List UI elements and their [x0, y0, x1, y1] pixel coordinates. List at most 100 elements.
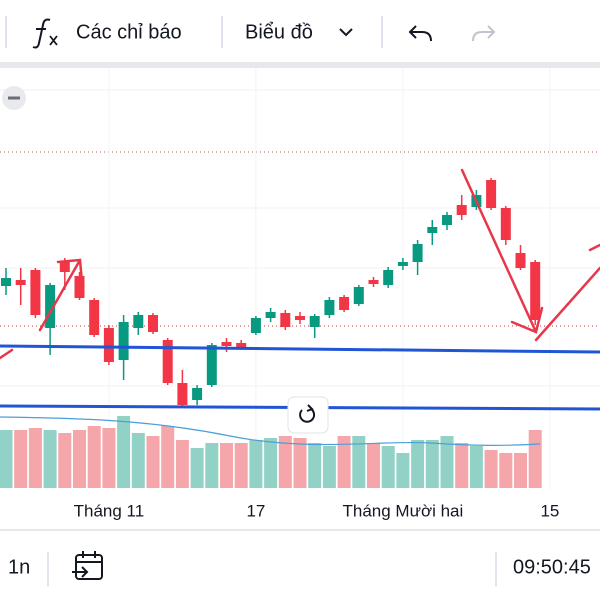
candle-body [59, 262, 70, 272]
volume-bar [146, 436, 160, 488]
toolbar-border [0, 62, 600, 68]
reset-button[interactable] [287, 396, 329, 434]
candle-body [103, 328, 114, 362]
volume-bar [367, 443, 380, 488]
arrow [534, 243, 600, 342]
volume-bar [175, 440, 189, 488]
volume-bar [528, 430, 542, 488]
drawings [0, 86, 600, 446]
volume-ma-line [0, 416, 541, 446]
calendar-icon [75, 554, 103, 580]
volume-bar [102, 428, 116, 488]
goto-date-button[interactable] [72, 551, 103, 580]
volume-bar [205, 443, 219, 488]
volume-bar [381, 446, 395, 488]
x-tick-label: Tháng Mười hai [342, 501, 463, 520]
candle-body [442, 215, 452, 225]
chart-type-label: Biểu đồ [245, 21, 313, 43]
candle-body [324, 300, 335, 315]
candle-body [236, 343, 247, 347]
chart-area [0, 68, 600, 490]
candle-body [500, 208, 511, 240]
volume-bar [220, 443, 233, 488]
x-tick-label: Tháng 11 [74, 501, 145, 520]
candle-body [515, 253, 526, 268]
reset-icon [299, 404, 316, 423]
volume-bar [264, 438, 278, 488]
volume-bar [14, 430, 28, 488]
candle-body [339, 297, 350, 310]
volume-bar [190, 448, 204, 488]
candle-body [295, 316, 305, 320]
arrow [38, 258, 84, 332]
interval-button[interactable]: 1n [8, 556, 30, 578]
candle-body [74, 276, 85, 298]
candle-body [162, 340, 173, 383]
volume-bar [499, 453, 513, 488]
volume-bar [278, 436, 292, 488]
candle-body [133, 315, 144, 328]
candle-body [1, 278, 11, 286]
candle-body [192, 388, 203, 400]
volume-bar [425, 440, 439, 488]
candle-body [89, 300, 100, 335]
clock: 09:50:45 [513, 556, 591, 578]
candle-body [250, 318, 261, 333]
volume-bar [0, 430, 13, 488]
candle-body [221, 342, 232, 346]
volume-bar [337, 436, 351, 488]
arrow [0, 348, 14, 360]
volume-bar [352, 436, 366, 488]
volume-bar [73, 430, 86, 488]
undo-button[interactable] [408, 25, 432, 42]
volume-bar [440, 436, 454, 488]
candle-body [427, 227, 438, 233]
arrow [460, 168, 544, 334]
candle-body [45, 285, 56, 328]
candle-body [383, 270, 394, 285]
chart-type-button[interactable]: Biểu đồ [245, 21, 353, 43]
indicators-button[interactable]: Các chỉ báo [32, 18, 182, 49]
candle-body [368, 280, 379, 284]
volume-bar [484, 450, 498, 488]
fx-icon-x [49, 35, 58, 46]
grid [0, 89, 600, 387]
volume-bar [117, 416, 131, 488]
volume-bar [43, 430, 57, 488]
dropdown-icon [339, 28, 353, 37]
candle-body [148, 315, 158, 332]
indicators-label: Các chỉ báo [76, 21, 182, 43]
volume-bar [455, 443, 469, 488]
redo-button[interactable] [472, 25, 496, 42]
trend-line[interactable] [0, 344, 600, 354]
candle-body [177, 383, 188, 405]
volume-bar [249, 440, 263, 488]
candle-body [265, 312, 276, 318]
candle-body [353, 287, 364, 304]
volume-bar [28, 428, 42, 488]
volume-bar [234, 443, 248, 488]
candle-body [456, 205, 467, 215]
volume-bar [87, 426, 101, 488]
candle-body [206, 345, 217, 385]
x-tick-label: 15 [540, 501, 559, 520]
volume-bar [161, 426, 175, 488]
candle-body [118, 322, 129, 360]
candle-body [309, 316, 320, 327]
volume-bar [469, 446, 483, 488]
volume-bar [131, 433, 145, 488]
toolbar [0, 0, 600, 62]
volume-bar [308, 443, 322, 488]
candle-body [530, 262, 541, 320]
candle-body [412, 244, 423, 262]
candle-body [486, 180, 497, 208]
volume-bar [58, 433, 72, 488]
candle-body [15, 280, 26, 285]
candle-body [280, 313, 291, 327]
candle-body [30, 270, 41, 315]
candle-body [397, 262, 408, 266]
calendar-icon-detail [72, 551, 102, 578]
drawn-arrows[interactable] [0, 168, 600, 360]
